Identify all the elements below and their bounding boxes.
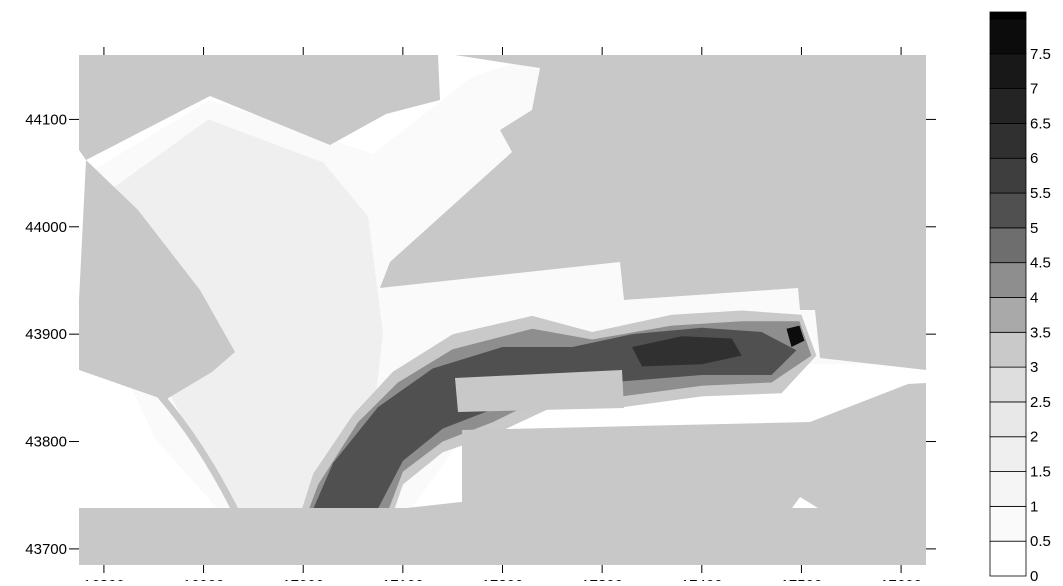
x-tick-label-2: 17000 <box>282 577 324 581</box>
colorbar-swatch-15 <box>989 18 1027 55</box>
colorbar-swatch-8 <box>989 262 1027 298</box>
colorbar-label-5: 2.5 <box>1030 394 1051 411</box>
y-tick-label-2: 43900 <box>25 326 67 343</box>
colorbar-label-7: 3.5 <box>1030 324 1051 341</box>
x-tick-label-0: 16800 <box>83 577 125 581</box>
contour-region-4 <box>305 327 797 530</box>
land-masks <box>79 55 926 565</box>
colorbar-swatch-6 <box>989 331 1027 368</box>
colorbar-label-4: 2 <box>1030 429 1038 446</box>
colorbar-label-3: 1.5 <box>1030 464 1051 481</box>
contour-region-5 <box>632 336 742 367</box>
x-tick-label-4: 17200 <box>482 577 524 581</box>
colorbar-swatch-14 <box>989 53 1027 89</box>
colorbar-label-15: 7.5 <box>1030 46 1051 63</box>
colorbar-swatch-7 <box>989 297 1027 333</box>
land-mask-3 <box>462 383 926 508</box>
colorbar-swatch-5 <box>989 366 1027 403</box>
x-tick-label-3: 17100 <box>382 577 424 581</box>
colorbar-swatch-2 <box>989 471 1027 507</box>
y-tick-label-3: 44000 <box>25 219 67 236</box>
land-mask-2 <box>79 160 235 400</box>
contour-region-6 <box>786 325 805 347</box>
colorbar-label-13: 6.5 <box>1030 115 1051 132</box>
land-mask-jetty <box>455 370 624 412</box>
colorbar-label-11: 5.5 <box>1030 185 1051 202</box>
colorbar-cap <box>989 11 1027 20</box>
colorbar-label-6: 3 <box>1030 359 1038 376</box>
colorbar-swatch-11 <box>989 157 1027 194</box>
colorbar: 0 0.5 1 1.5 2 2.5 3 3.5 4 4.5 5 5.5 6 6.5 7 7.5 <box>989 11 1051 585</box>
colorbar-swatch-12 <box>989 123 1027 159</box>
x-tick-label-6: 17400 <box>681 577 723 581</box>
colorbar-label-10: 5 <box>1030 220 1038 237</box>
colorbar-swatch-3 <box>989 436 1027 472</box>
land-mask-1 <box>79 55 440 160</box>
colorbar-swatch-1 <box>989 505 1027 542</box>
y-tick-label-1: 43800 <box>25 434 67 451</box>
x-tick-label-8: 17600 <box>880 577 922 581</box>
y-tick-label-0: 43700 <box>25 541 67 558</box>
colorbar-label-9: 4.5 <box>1030 255 1051 272</box>
y-tick-label-4: 44100 <box>25 111 67 128</box>
colorbar-label-1: 0.5 <box>1030 533 1051 550</box>
breakwater-bottom <box>395 501 473 515</box>
contour-region-1 <box>103 119 383 544</box>
x-tick-label-5: 17300 <box>581 577 623 581</box>
colorbar-swatch-10 <box>989 192 1027 229</box>
colorbar-label-12: 6 <box>1030 150 1038 167</box>
colorbar-swatch-4 <box>989 401 1027 438</box>
colorbar-swatch-0 <box>989 540 1027 577</box>
land-mask-0 <box>380 55 926 370</box>
colorbar-swatch-9 <box>989 227 1027 264</box>
x-tick-label-1: 16900 <box>183 577 225 581</box>
colorbar-swatch-13 <box>989 88 1027 124</box>
colorbar-label-14: 7 <box>1030 81 1038 98</box>
colorbar-label-8: 4 <box>1030 289 1038 306</box>
breakwater-left <box>156 391 240 516</box>
x-tick-label-7: 17500 <box>781 577 823 581</box>
colorbar-label-0: 0 <box>1030 568 1038 581</box>
colorbar-label-2: 1 <box>1030 498 1038 515</box>
land-mask-4 <box>79 508 926 565</box>
y-axis: 43700 43800 43900 44000 44100 <box>25 111 936 558</box>
